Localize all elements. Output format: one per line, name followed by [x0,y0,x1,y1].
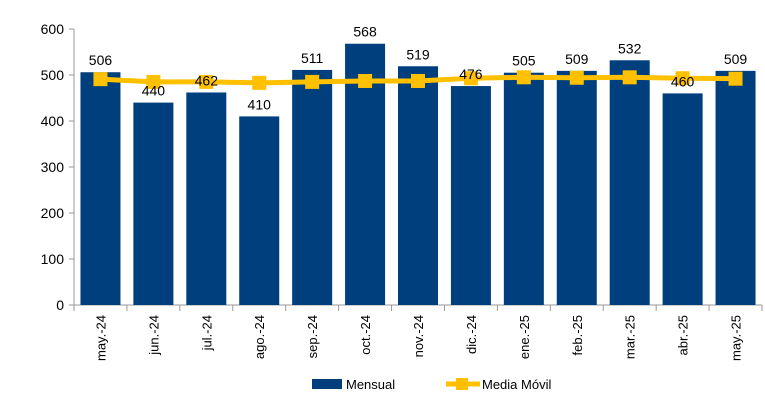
x-tick-label: nov.-24 [411,315,426,357]
x-tick-label: dic.-24 [464,315,479,354]
x-tick-label: may.-24 [93,315,108,361]
legend-swatch-mensual [312,379,342,389]
data-label: 519 [406,46,430,62]
x-tick-label: ene.-25 [517,315,532,359]
x-tick-label: sep.-24 [305,315,320,358]
data-label: 476 [459,66,483,82]
bar [503,72,544,305]
y-tick-label: 0 [56,297,64,313]
x-tick-label: abr.-25 [676,315,691,355]
y-tick-label: 100 [41,251,65,267]
x-tick-label: feb.-25 [570,315,585,355]
moving-average-marker [622,70,637,85]
bar [292,69,333,305]
data-label: 505 [512,53,536,69]
x-tick-label: oct.-24 [358,315,373,355]
moving-average-marker [146,74,161,89]
y-tick-label: 500 [41,67,65,83]
moving-average-marker [411,73,425,88]
moving-average-marker [252,75,267,90]
bar [80,72,121,306]
bar [662,93,703,306]
y-tick-label: 600 [41,21,65,37]
bar [133,102,174,305]
data-label: 509 [565,51,589,67]
data-label: 509 [724,51,748,67]
data-label: 410 [248,96,272,112]
data-label: 568 [353,24,377,40]
bar [398,66,438,305]
x-tick-label: may.-25 [729,315,744,361]
x-tick-label: mar.-25 [623,315,638,359]
bar [715,70,756,305]
data-label: 440 [142,83,166,99]
bar [239,116,280,306]
data-label: 532 [618,40,642,56]
bar [186,92,227,305]
data-label: 462 [195,72,219,88]
y-tick-label: 400 [41,113,65,129]
moving-average-marker [93,72,108,87]
moving-average-marker [569,70,584,85]
y-tick-label: 200 [41,205,65,221]
x-tick-label: ago.-24 [252,315,267,359]
data-label: 460 [671,73,695,89]
moving-average-marker [463,71,478,86]
y-tick-label: 300 [41,159,65,175]
data-label: 506 [89,52,113,68]
legend-label-media-movil: Media Móvil [482,377,551,392]
data-label: 511 [301,50,324,66]
legend-marker-media-movil [456,378,468,390]
moving-average-marker [675,71,690,86]
moving-average-marker [358,73,373,88]
bar [556,70,597,305]
bar [609,60,650,305]
moving-average-marker [305,74,320,89]
moving-average-marker [199,74,214,89]
legend-label-mensual: Mensual [346,377,395,392]
x-tick-label: jul.-24 [199,315,214,351]
x-tick-label: jun.-24 [146,315,161,356]
bar [450,86,491,305]
moving-average-marker [728,71,743,86]
moving-average-marker [516,70,531,85]
